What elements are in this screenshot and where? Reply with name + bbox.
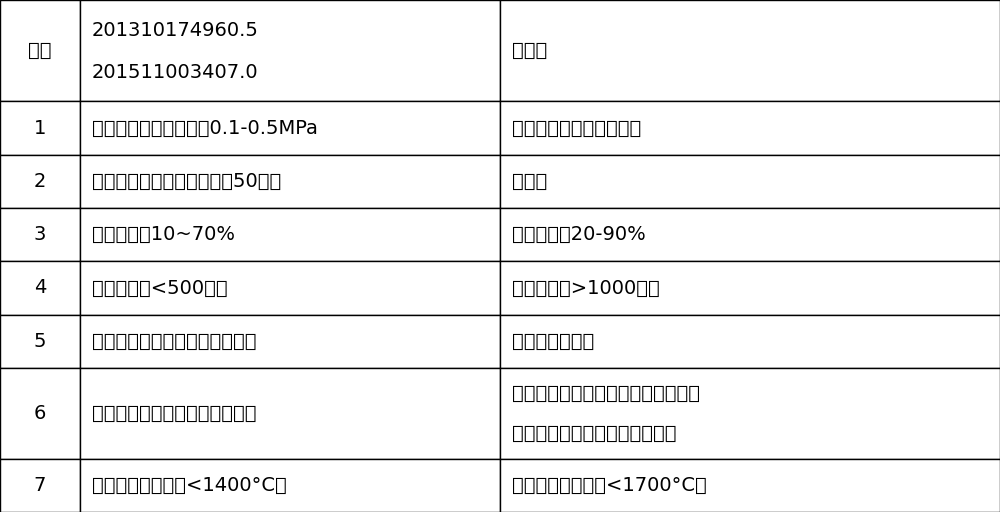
- Text: 无类似工业化装置，设计难度大: 无类似工业化装置，设计难度大: [92, 404, 256, 423]
- Bar: [80, 315, 500, 368]
- Text: 7: 7: [34, 476, 46, 495]
- Bar: [0, 101, 80, 155]
- Bar: [0, 459, 80, 512]
- Bar: [0, 315, 80, 368]
- Text: 201310174960.5: 201310174960.5: [92, 21, 259, 40]
- Text: 201511003407.0: 201511003407.0: [92, 63, 259, 82]
- Bar: [500, 208, 1000, 261]
- Text: 本发明: 本发明: [512, 41, 547, 60]
- Bar: [80, 155, 500, 208]
- Text: 甲烷转化率10~70%: 甲烷转化率10~70%: [92, 225, 235, 244]
- Text: 序号: 序号: [28, 41, 52, 60]
- Bar: [500, 0, 1000, 101]
- Bar: [500, 315, 1000, 368]
- Bar: [80, 101, 500, 155]
- Text: 3: 3: [34, 225, 46, 244]
- Bar: [80, 459, 500, 512]
- Bar: [500, 155, 1000, 208]
- Bar: [500, 368, 1000, 459]
- Text: 耐氧化还原温度（<1400°C）: 耐氧化还原温度（<1400°C）: [92, 476, 287, 495]
- Text: 反应床催化体系，压降0.1-0.5MPa: 反应床催化体系，压降0.1-0.5MPa: [92, 118, 318, 138]
- Text: 反应床的径向温差较大（约50度）: 反应床的径向温差较大（约50度）: [92, 172, 281, 191]
- Text: 催化剂无需放大: 催化剂无需放大: [512, 332, 594, 351]
- Bar: [0, 208, 80, 261]
- Text: 置相似直接套用，工业化难度小: 置相似直接套用，工业化难度小: [512, 424, 676, 443]
- Text: 制备条件苛刻，催化剂难于放大: 制备条件苛刻，催化剂难于放大: [92, 332, 256, 351]
- Bar: [80, 0, 500, 101]
- Bar: [500, 261, 1000, 315]
- Bar: [80, 261, 500, 315]
- Text: 耐氧化还原温度（<1700°C）: 耐氧化还原温度（<1700°C）: [512, 476, 707, 495]
- Text: 甲烷转化率20-90%: 甲烷转化率20-90%: [512, 225, 646, 244]
- Bar: [0, 368, 80, 459]
- Text: 2: 2: [34, 172, 46, 191]
- Bar: [0, 155, 80, 208]
- Bar: [80, 208, 500, 261]
- Text: 无催化剂床层，故无压降: 无催化剂床层，故无压降: [512, 118, 641, 138]
- Text: 6: 6: [34, 404, 46, 423]
- Bar: [0, 261, 80, 315]
- Bar: [500, 459, 1000, 512]
- Text: 催化剂寿命<500小时: 催化剂寿命<500小时: [92, 279, 228, 297]
- Bar: [500, 101, 1000, 155]
- Text: 与乙烷裂解和加氢裂解的列管反应装: 与乙烷裂解和加氢裂解的列管反应装: [512, 384, 700, 403]
- Text: 催化剂寿命>1000小时: 催化剂寿命>1000小时: [512, 279, 660, 297]
- Text: 5: 5: [34, 332, 46, 351]
- Text: 无温差: 无温差: [512, 172, 547, 191]
- Bar: [80, 368, 500, 459]
- Text: 4: 4: [34, 279, 46, 297]
- Text: 1: 1: [34, 118, 46, 138]
- Bar: [0, 0, 80, 101]
